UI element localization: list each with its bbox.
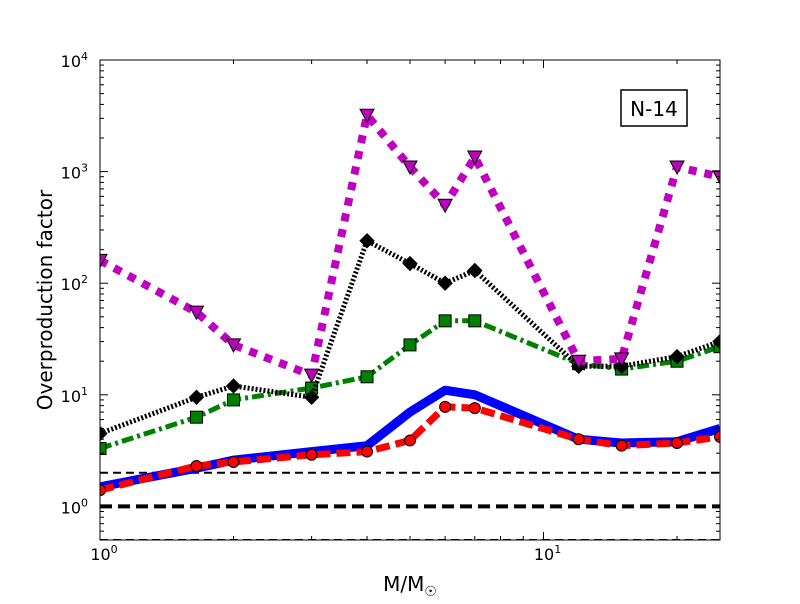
series-3-point-4 bbox=[359, 233, 375, 249]
series-2-point-11 bbox=[713, 340, 720, 354]
annotation-box: N-14 bbox=[620, 89, 688, 127]
series-3-point-2 bbox=[225, 378, 242, 394]
x-axis-label-main: M/M bbox=[383, 572, 424, 596]
series-2-point-6 bbox=[438, 314, 452, 328]
y-tick-label-2: 102 bbox=[61, 273, 88, 294]
series-4-point-6 bbox=[437, 198, 453, 214]
series-1-point-3 bbox=[305, 448, 318, 461]
series-2-point-1 bbox=[189, 410, 203, 424]
series-4-point-4 bbox=[359, 108, 375, 124]
x-tick-label-1: 101 bbox=[534, 543, 561, 564]
y-tick-label-3: 103 bbox=[61, 162, 88, 183]
series-4-point-7 bbox=[466, 150, 483, 166]
series-4-point-0 bbox=[100, 253, 108, 269]
series-1 bbox=[100, 400, 720, 497]
series-1-point-5 bbox=[404, 434, 416, 447]
series-3-point-10 bbox=[669, 348, 685, 365]
series-2-point-4 bbox=[360, 370, 374, 384]
x-axis-label-sub: ☉ bbox=[424, 584, 437, 600]
series-4-point-3 bbox=[303, 368, 320, 384]
series-1-point-0 bbox=[100, 484, 106, 497]
series-4-point-8 bbox=[570, 354, 587, 370]
series-4-point-9 bbox=[613, 352, 630, 367]
series-3-point-3 bbox=[303, 389, 320, 405]
series-4-point-1 bbox=[188, 305, 205, 321]
series-4-point-5 bbox=[402, 160, 418, 176]
series-1-point-4 bbox=[361, 445, 374, 458]
series-4-point-10 bbox=[669, 160, 685, 176]
y-axis-label: Overproduction factor bbox=[33, 189, 57, 410]
series-3-point-6 bbox=[437, 275, 453, 291]
series-1-point-10 bbox=[671, 436, 684, 449]
series-line-2 bbox=[100, 318, 720, 451]
series-2-point-7 bbox=[468, 314, 482, 328]
x-axis-label: M/M☉ bbox=[383, 572, 437, 600]
series-3-point-7 bbox=[467, 262, 483, 279]
reference-lines bbox=[100, 471, 720, 540]
series-1-point-1 bbox=[190, 460, 203, 473]
series-line-1 bbox=[100, 403, 720, 494]
y-tick-label-4: 104 bbox=[61, 50, 88, 71]
series-2-point-2 bbox=[227, 393, 241, 407]
series-line-3 bbox=[100, 238, 720, 436]
series-4-point-2 bbox=[225, 338, 242, 353]
series-2-point-5 bbox=[403, 338, 417, 352]
series-3-point-1 bbox=[188, 389, 205, 405]
y-tick-label-0: 100 bbox=[61, 496, 88, 517]
x-tick-label-0: 100 bbox=[90, 543, 117, 564]
series-1-point-9 bbox=[615, 439, 628, 452]
series-2-point-0 bbox=[100, 442, 107, 456]
series-3-point-5 bbox=[402, 255, 418, 272]
series-3-point-0 bbox=[100, 425, 108, 442]
series-1-point-8 bbox=[572, 433, 585, 446]
series-layer bbox=[100, 108, 720, 497]
axis-ticks: 100 101 100 101 102 103 104 bbox=[61, 50, 720, 564]
series-1-point-6 bbox=[439, 400, 452, 413]
series-4 bbox=[100, 108, 720, 384]
annotation-label: N-14 bbox=[630, 97, 678, 121]
series-1-point-2 bbox=[227, 455, 240, 468]
series-1-point-7 bbox=[468, 402, 481, 415]
y-tick-label-1: 101 bbox=[61, 385, 88, 406]
